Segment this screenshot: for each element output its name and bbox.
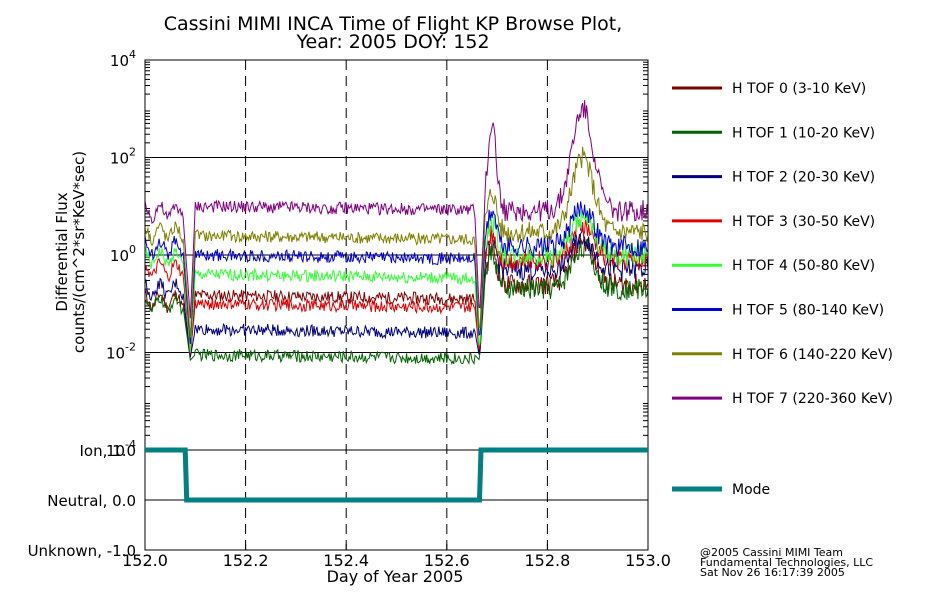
y-tick-exponent: -4 bbox=[125, 438, 136, 451]
legend-label-tof-2: H TOF 2 (20-30 KeV) bbox=[732, 170, 875, 186]
footer-line-2: Fundamental Technologies, LLC bbox=[700, 556, 873, 569]
legend-label-tof-5: H TOF 5 (80-140 KeV) bbox=[732, 303, 884, 319]
y-tick-label: 10-4 bbox=[106, 438, 136, 460]
y-tick-base: 10 bbox=[110, 247, 129, 265]
series-line-tof-0 bbox=[145, 233, 648, 358]
legend-label-tof-3: H TOF 3 (30-50 KeV) bbox=[732, 214, 875, 230]
y-tick-label: 102 bbox=[110, 146, 136, 168]
x-tick-label: 152.8 bbox=[524, 551, 570, 570]
legend: H TOF 0 (3-10 KeV) H TOF 1 (10-20 KeV) H T… bbox=[672, 81, 893, 498]
mode-tick-label: Neutral, 0.0 bbox=[47, 492, 136, 510]
mode-series-line bbox=[145, 447, 648, 503]
legend-label-tof-7: H TOF 7 (220-360 KeV) bbox=[732, 391, 893, 407]
y-label-line-2: counts/(cm^2*sr*KeV*sec) bbox=[70, 151, 88, 353]
series-line-tof-7 bbox=[145, 100, 648, 319]
x-tick-label: 152.2 bbox=[223, 551, 269, 570]
series-line-tof-4 bbox=[145, 209, 648, 353]
legend-label-mode: Mode bbox=[732, 482, 770, 498]
x-tick-label: 153.0 bbox=[625, 551, 671, 570]
y-label-line-1: Differential Flux bbox=[53, 192, 71, 311]
y-tick-label: 104 bbox=[110, 48, 136, 70]
y-tick-base: 10 bbox=[110, 52, 129, 70]
series-line-tof-1 bbox=[145, 238, 648, 366]
series-line-tof-5 bbox=[145, 201, 648, 344]
footer-credits: @2005 Cassini MIMI Team Fundamental Tech… bbox=[700, 546, 873, 579]
x-axis-label: Day of Year 2005 bbox=[327, 567, 464, 586]
legend-label-tof-6: H TOF 6 (140-220 KeV) bbox=[732, 347, 893, 363]
y-tick-label: 100 bbox=[110, 243, 136, 265]
title-line-1: Cassini MIMI INCA Time of Flight KP Brow… bbox=[164, 13, 623, 35]
y-tick-exponent: 4 bbox=[129, 48, 136, 61]
footer-line-1: @2005 Cassini MIMI Team bbox=[700, 546, 843, 559]
legend-label-tof-0: H TOF 0 (3-10 KeV) bbox=[732, 81, 866, 97]
y-tick-exponent: -2 bbox=[125, 341, 136, 354]
legend-label-tof-1: H TOF 1 (10-20 KeV) bbox=[732, 125, 875, 141]
series-line-tof-6 bbox=[145, 146, 648, 338]
x-tick-label: 152.0 bbox=[122, 551, 168, 570]
y-tick-exponent: 0 bbox=[129, 243, 136, 256]
x-tick-label: 152.6 bbox=[424, 551, 470, 570]
legend-label-tof-4: H TOF 4 (50-80 KeV) bbox=[732, 258, 875, 274]
y-tick-base: 10 bbox=[106, 345, 125, 363]
series-line-tof-2 bbox=[145, 226, 648, 358]
y-tick-base: 10 bbox=[106, 442, 125, 460]
y-axis-label: Differential Flux counts/(cm^2*sr*KeV*se… bbox=[53, 151, 88, 353]
y-tick-base: 10 bbox=[110, 150, 129, 168]
title-line-2: Year: 2005 DOY: 152 bbox=[295, 31, 489, 53]
footer-line-3: Sat Nov 26 16:17:39 2005 bbox=[700, 566, 845, 579]
y-tick-label: 10-2 bbox=[106, 341, 136, 363]
mode-tick-label: Unknown, -1.0 bbox=[28, 542, 136, 560]
mode-tick-label: Ion, 1.0 bbox=[80, 442, 137, 460]
x-tick-label: 152.4 bbox=[323, 551, 369, 570]
chart-title: Cassini MIMI INCA Time of Flight KP Brow… bbox=[164, 13, 623, 53]
y-tick-exponent: 2 bbox=[129, 146, 136, 159]
